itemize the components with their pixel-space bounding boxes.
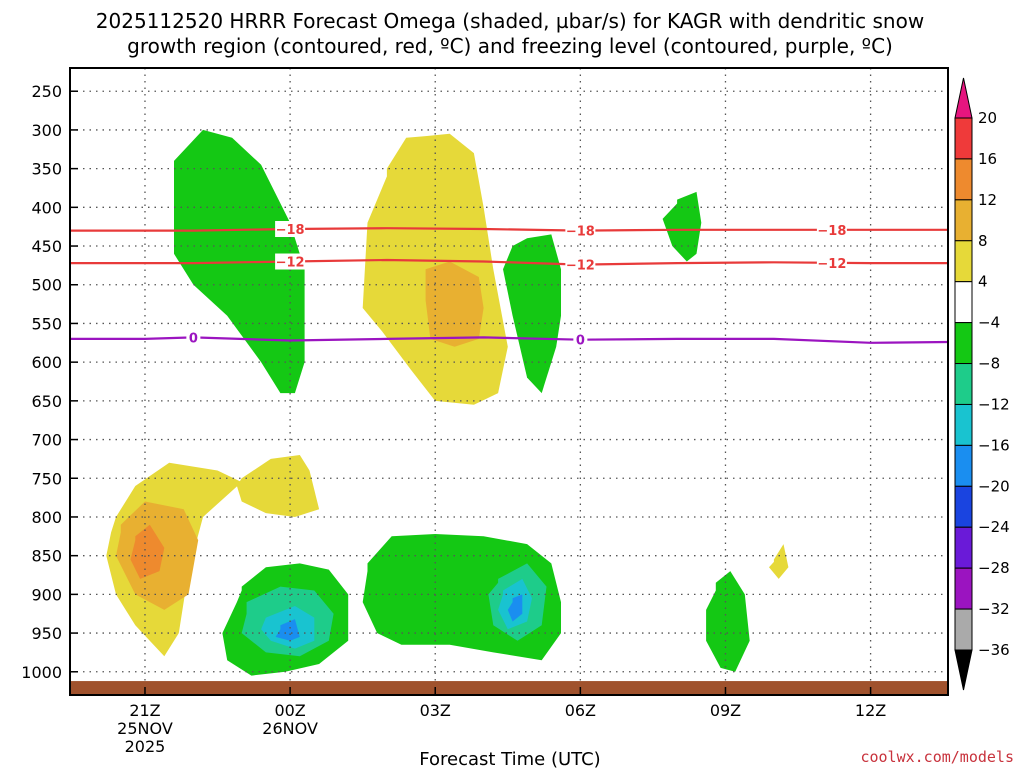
omega-region-blue-low-center bbox=[507, 594, 523, 622]
colorbar-band-4 bbox=[954, 281, 973, 324]
contour-label-dgz-bottom-0: −12 bbox=[276, 256, 305, 271]
colorbar-band-5 bbox=[954, 322, 973, 365]
colorbar-band-1 bbox=[954, 158, 973, 201]
contour-label-freezing-level-0: 0 bbox=[189, 331, 198, 346]
contour-label-dgz-top-1: −18 bbox=[566, 225, 595, 240]
y-tick-label-250: 250 bbox=[31, 82, 62, 101]
contour-label-dgz-top-0: −18 bbox=[276, 223, 305, 238]
y-tick-label-1000: 1000 bbox=[21, 663, 62, 682]
y-tick-label-350: 350 bbox=[31, 160, 62, 179]
y-axis-ticks: 250 300 350 400 450 500 550 600 650 700 750 800 850 9… bbox=[21, 82, 78, 682]
colorbar-band-10 bbox=[954, 526, 973, 569]
colorbar-label-1: 16 bbox=[978, 150, 997, 168]
colorbar-label-5: −4 bbox=[978, 314, 1000, 332]
omega-region-blue-low-left bbox=[275, 619, 300, 641]
contour-label-dgz-top-2: −18 bbox=[817, 224, 846, 239]
x-tick-label-1-0: 21Z bbox=[129, 701, 160, 720]
y-tick-label-850: 850 bbox=[31, 547, 62, 566]
x-tick-label-13-0: 09Z bbox=[710, 701, 741, 720]
y-tick-label-500: 500 bbox=[31, 276, 62, 295]
omega-region-green-center-right bbox=[503, 234, 561, 394]
omega-region-yellow-left-mid bbox=[236, 455, 320, 517]
colorbar-label-3: 8 bbox=[978, 232, 988, 250]
colorbar: 20 16 12 8 4 −4 −8 −12 −16 −20 −24 −28 −32 −36 bbox=[954, 77, 1010, 691]
x-tick-label-1-1: 25NOV bbox=[117, 719, 173, 738]
temperature-contours: −18 −18 −18 −12 −12 −12 0 0 bbox=[70, 221, 949, 349]
y-tick-label-450: 450 bbox=[31, 237, 62, 256]
colorbar-label-7: −12 bbox=[978, 395, 1010, 413]
y-tick-label-400: 400 bbox=[31, 198, 62, 217]
contour-label-bg bbox=[573, 331, 588, 348]
grid-lines bbox=[70, 68, 948, 682]
colorbar-band-2 bbox=[954, 199, 973, 242]
contour-label-freezing-level-1: 0 bbox=[576, 334, 585, 349]
plot-frame bbox=[69, 67, 949, 696]
omega-region-green-low-right bbox=[706, 571, 750, 672]
contour-label-bg bbox=[816, 221, 847, 238]
contour-label-bg bbox=[565, 256, 596, 273]
colorbar-label-11: −28 bbox=[978, 559, 1010, 577]
x-tick-label-10-0: 06Z bbox=[565, 701, 596, 720]
omega-region-orange-center bbox=[425, 261, 484, 347]
contour-label-dgz-bottom-2: −12 bbox=[817, 257, 846, 272]
omega-shading bbox=[70, 129, 948, 695]
colorbar-band-11 bbox=[954, 567, 973, 610]
omega-region-green-right-small bbox=[662, 191, 702, 262]
colorbar-band-3 bbox=[954, 240, 973, 283]
contour-label-bg bbox=[275, 221, 306, 238]
colorbar-band-12 bbox=[954, 608, 973, 651]
x-tick-label-4-1: 26NOV bbox=[262, 719, 318, 738]
title-line-1: 2025112520 HRRR Forecast Omega (shaded, … bbox=[96, 9, 924, 33]
colorbar-band-8 bbox=[954, 444, 973, 487]
colorbar-band-7 bbox=[954, 403, 973, 446]
colorbar-label-8: −16 bbox=[978, 436, 1010, 454]
y-tick-label-600: 600 bbox=[31, 353, 62, 372]
colorbar-label-9: −20 bbox=[978, 477, 1010, 495]
x-tick-label-16-0: 12Z bbox=[855, 701, 886, 720]
x-tick-label-1-2: 2025 bbox=[125, 737, 166, 756]
contour-freezing-level bbox=[70, 336, 949, 344]
contour-label-bg bbox=[275, 253, 306, 270]
y-tick-label-650: 650 bbox=[31, 392, 62, 411]
y-tick-label-950: 950 bbox=[31, 624, 62, 643]
colorbar-under-arrow bbox=[954, 649, 973, 691]
y-tick-label-300: 300 bbox=[31, 121, 62, 140]
colorbar-label-6: −8 bbox=[978, 355, 1000, 373]
x-tick-label-7-0: 03Z bbox=[420, 701, 451, 720]
contour-label-dgz-bottom-1: −12 bbox=[566, 259, 595, 274]
colorbar-band-6 bbox=[954, 363, 973, 405]
colorbar-label-2: 12 bbox=[978, 191, 997, 209]
contour-label-bg bbox=[565, 222, 596, 239]
x-axis-label: Forecast Time (UTC) bbox=[419, 749, 600, 768]
colorbar-label-12: −32 bbox=[978, 600, 1010, 618]
colorbar-label-4: 4 bbox=[978, 273, 988, 291]
y-tick-label-700: 700 bbox=[31, 431, 62, 450]
omega-region-yellow-speck-right bbox=[769, 544, 789, 579]
y-tick-label-800: 800 bbox=[31, 508, 62, 527]
y-tick-label-900: 900 bbox=[31, 585, 62, 604]
colorbar-label-0: 20 bbox=[978, 109, 997, 127]
x-tick-label-4-0: 00Z bbox=[274, 701, 305, 720]
credit-text: coolwx.com/models bbox=[860, 748, 1014, 766]
y-tick-label-750: 750 bbox=[31, 469, 62, 488]
title-line-2: growth region (contoured, red, ºC) and f… bbox=[127, 34, 893, 58]
colorbar-label-10: −24 bbox=[978, 518, 1010, 536]
colorbar-band-0 bbox=[954, 117, 973, 160]
colorbar-label-13: −36 bbox=[978, 641, 1010, 659]
contour-label-bg bbox=[186, 329, 201, 346]
colorbar-band-9 bbox=[954, 485, 973, 528]
omega-region-red-left-low bbox=[130, 524, 165, 579]
contour-label-bg bbox=[816, 254, 847, 271]
y-tick-label-550: 550 bbox=[31, 314, 62, 333]
ground-strip bbox=[70, 681, 948, 695]
